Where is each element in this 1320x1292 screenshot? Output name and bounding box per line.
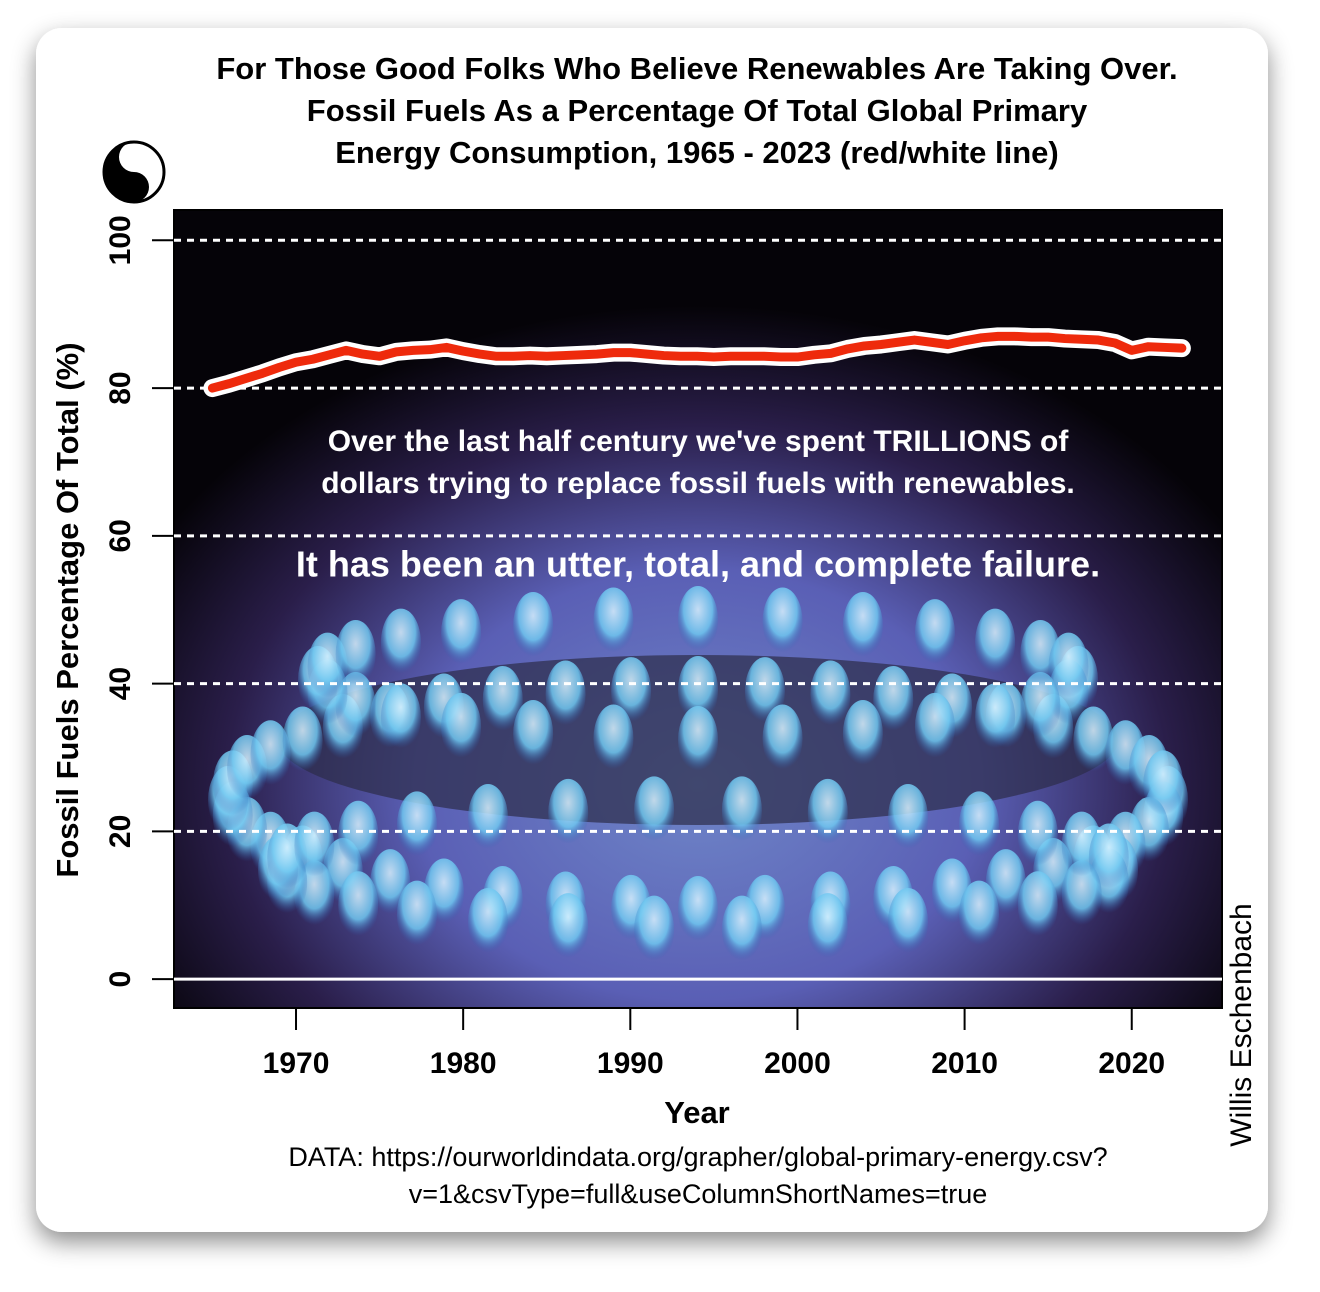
flame-tip — [1073, 706, 1114, 775]
flame-tip — [396, 880, 437, 949]
flame-tip — [335, 619, 376, 688]
logo — [102, 140, 166, 204]
flame-tip — [548, 778, 589, 847]
flame-tip — [396, 791, 437, 860]
flame-tip — [513, 700, 554, 769]
flame-tip — [1088, 823, 1129, 892]
author: Willis Eschenbach — [1225, 903, 1258, 1146]
flame-tip — [959, 791, 1000, 860]
flame-tip — [721, 895, 762, 964]
flame-tip — [1048, 632, 1089, 701]
flame-tip — [294, 811, 335, 880]
flame-tip — [888, 887, 928, 956]
annotation: dollars trying to replace fossil fuels w… — [321, 467, 1075, 500]
flame-tip — [762, 587, 803, 656]
flame-tip — [441, 692, 482, 761]
flame-tip — [842, 700, 883, 769]
flame-tip — [250, 720, 291, 789]
flame-tip — [634, 895, 675, 964]
y-tick-label: 80 — [104, 371, 137, 404]
flame-tip — [441, 599, 482, 668]
flame-tip — [1061, 860, 1102, 929]
flame-tip — [678, 706, 718, 774]
y-axis-label: Fossil Fuels Percentage Of Total (%) — [50, 342, 85, 877]
y-tick-label: 40 — [104, 667, 137, 700]
flame-tip — [842, 591, 883, 660]
flame-tip — [1017, 871, 1058, 940]
flame-tip — [468, 887, 508, 956]
flame-tip — [975, 683, 1016, 752]
y-tick-label: 20 — [104, 815, 137, 848]
x-tick-label: 1990 — [597, 1047, 664, 1080]
flame-tip — [338, 800, 379, 869]
x-tick-label: 2000 — [764, 1047, 831, 1080]
y-tick-label: 100 — [104, 215, 137, 265]
flame-tip — [593, 704, 634, 773]
flame-tip — [634, 776, 675, 845]
x-tick-label: 1980 — [430, 1047, 497, 1080]
flame-tip — [762, 704, 803, 773]
chart-title: Fossil Fuels As a Percentage Of Total Gl… — [307, 93, 1088, 128]
chart-title: For Those Good Folks Who Believe Renewab… — [216, 51, 1177, 86]
flame-tip — [380, 608, 421, 677]
x-tick-label: 2010 — [931, 1047, 998, 1080]
flame-tip — [548, 893, 589, 962]
annotation: It has been an utter, total, and complet… — [296, 544, 1100, 585]
flame-tip — [678, 876, 718, 944]
flame-tip — [380, 683, 421, 752]
flame-tip — [593, 587, 634, 656]
flame-tip — [807, 778, 848, 847]
x-tick-label: 2020 — [1098, 1047, 1165, 1080]
flame-tip — [959, 880, 1000, 949]
flame-tip — [1143, 750, 1184, 819]
flame-tip — [888, 784, 928, 853]
flame-tip — [914, 692, 955, 761]
y-tick-label: 0 — [104, 971, 137, 988]
x-axis-label: Year — [664, 1095, 730, 1130]
flame-tip — [678, 656, 718, 724]
line — [207, 331, 1187, 393]
flame-tip — [1017, 800, 1058, 869]
flame-tip — [914, 599, 955, 668]
flame-tip — [721, 776, 762, 845]
flame-tip — [1020, 672, 1061, 741]
flame-tip — [468, 784, 508, 853]
chart-title: Energy Consumption, 1965 - 2023 (red/whi… — [335, 135, 1059, 170]
y-tick-label: 60 — [104, 519, 137, 552]
source-note: v=1&csvType=full&useColumnShortNames=tru… — [409, 1179, 988, 1209]
flame-tip — [513, 591, 554, 660]
annotation: Over the last half century we've spent T… — [328, 425, 1070, 458]
flame-tip — [678, 586, 718, 654]
flame-tip — [975, 608, 1016, 677]
plot-frame — [173, 209, 1223, 1009]
flame-tip — [282, 706, 323, 775]
flame-tip — [807, 893, 848, 962]
flame-tip — [545, 660, 586, 729]
flame-tip — [338, 871, 379, 940]
flame-tip — [810, 660, 851, 729]
source-note: DATA: https://ourworldindata.org/grapher… — [288, 1142, 1107, 1172]
x-tick-label: 1970 — [263, 1047, 330, 1080]
